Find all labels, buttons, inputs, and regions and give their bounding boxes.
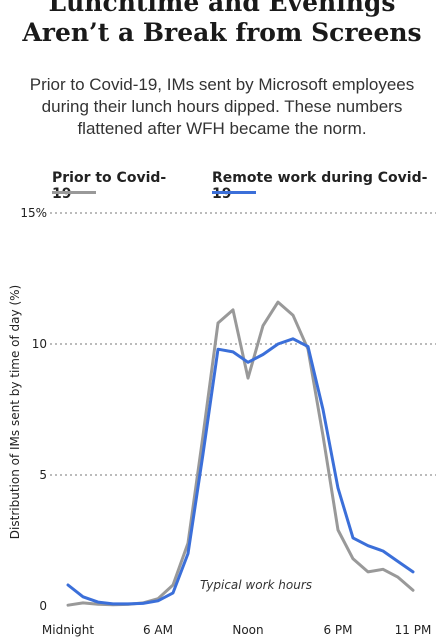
annotation-typical-work-hours: Typical work hours — [200, 578, 312, 592]
y-tick-label: 15% — [20, 206, 47, 220]
series-lines — [66, 300, 415, 607]
chart-title: Lunchtime and Evenings Aren’t a Break fr… — [0, 0, 444, 48]
x-tick-label: 11 PM — [395, 623, 432, 637]
gridlines — [50, 212, 436, 476]
x-tick-label: 6 PM — [323, 623, 352, 637]
chart-subtitle: Prior to Covid-19, IMs sent by Microsoft… — [8, 74, 436, 140]
x-tick-label: 6 AM — [143, 623, 173, 637]
x-tick-label: Midnight — [42, 623, 94, 637]
legend-swatch-pre-covid — [52, 191, 96, 194]
y-tick-labels: 0 5 10 15% — [20, 206, 47, 613]
legend-swatch-remote — [212, 191, 257, 194]
legend-item-remote: Remote work during Covid-19 — [212, 170, 444, 202]
y-tick-label: 10 — [32, 337, 47, 351]
x-tick-labels: Midnight 6 AM Noon 6 PM 11 PM — [42, 623, 431, 637]
subtitle-line-2: during their lunch hours dipped. These n… — [41, 97, 403, 116]
title-line-2: Aren’t a Break from Screens — [22, 18, 422, 47]
legend-label-remote: Remote work during Covid-19 — [212, 170, 428, 202]
series-line-remote — [66, 337, 415, 606]
legend: Prior to Covid-19 Remote work during Cov… — [52, 170, 444, 202]
series-line-pre-covid — [66, 300, 415, 607]
y-tick-label: 5 — [39, 468, 47, 482]
y-axis-label: Distribution of IMs sent by time of day … — [8, 285, 22, 539]
subtitle-line-1: Prior to Covid-19, IMs sent by Microsoft… — [29, 75, 415, 94]
legend-label-pre-covid: Prior to Covid-19 — [52, 170, 167, 202]
title-line-1: Lunchtime and Evenings — [48, 0, 396, 17]
y-tick-label: 0 — [39, 599, 47, 613]
legend-item-pre-covid: Prior to Covid-19 — [52, 170, 184, 202]
x-tick-label: Noon — [232, 623, 263, 637]
subtitle-line-3: flattened after WFH became the norm. — [77, 119, 367, 138]
